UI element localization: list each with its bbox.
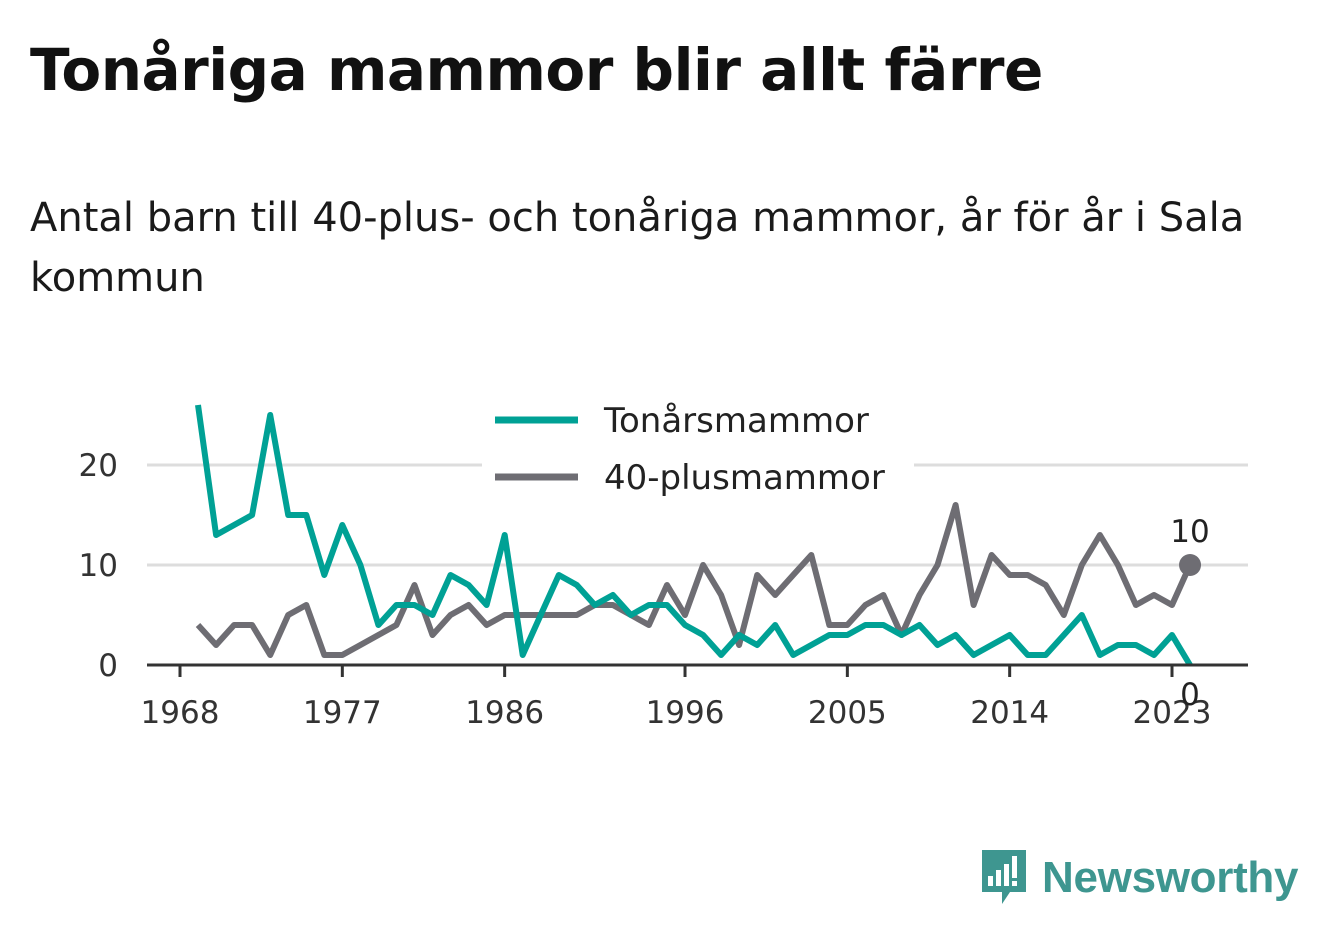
- y-tick-label: 10: [79, 548, 118, 584]
- chart-subtitle: Antal barn till 40-plus- och tonåriga ma…: [30, 195, 1245, 301]
- x-tick-label: 2023: [1133, 695, 1212, 731]
- x-tick-label: 2005: [808, 695, 887, 731]
- end-point-marker: [1179, 554, 1202, 576]
- legend-label: 40-plusmammor: [604, 458, 885, 498]
- legend-label: Tonårsmammor: [603, 401, 869, 441]
- series-line-forty-plus: [195, 502, 1193, 658]
- brand-name: Newsworthy: [1042, 853, 1299, 902]
- chart-title: Tonåriga mammor blir allt färre: [30, 36, 1043, 104]
- end-value-label-forty-plus: 10: [1170, 514, 1209, 550]
- x-tick-label: 2014: [970, 695, 1049, 731]
- brand: Newsworthy: [980, 848, 1298, 908]
- legend-background: [482, 392, 914, 502]
- end-annotations: 10 0: [1170, 514, 1209, 713]
- x-tick-label: 1968: [141, 695, 220, 731]
- x-tick-label: 1977: [303, 695, 382, 731]
- series-line-teen: [195, 404, 1193, 667]
- end-value-label-teen: 0: [1180, 677, 1200, 713]
- legend: Tonårsmammor 40-plusmammor: [482, 392, 914, 502]
- y-tick-label: 0: [98, 648, 118, 684]
- x-tick-label: 1996: [646, 695, 725, 731]
- y-tick-label: 20: [79, 448, 118, 484]
- axes: 0 10 20 1968 1977 1986 1996 2005 2014 2023: [79, 448, 1248, 731]
- series-lines: [195, 404, 1193, 667]
- newsworthy-logo-icon: [980, 846, 1028, 910]
- x-tick-label: 1986: [465, 695, 544, 731]
